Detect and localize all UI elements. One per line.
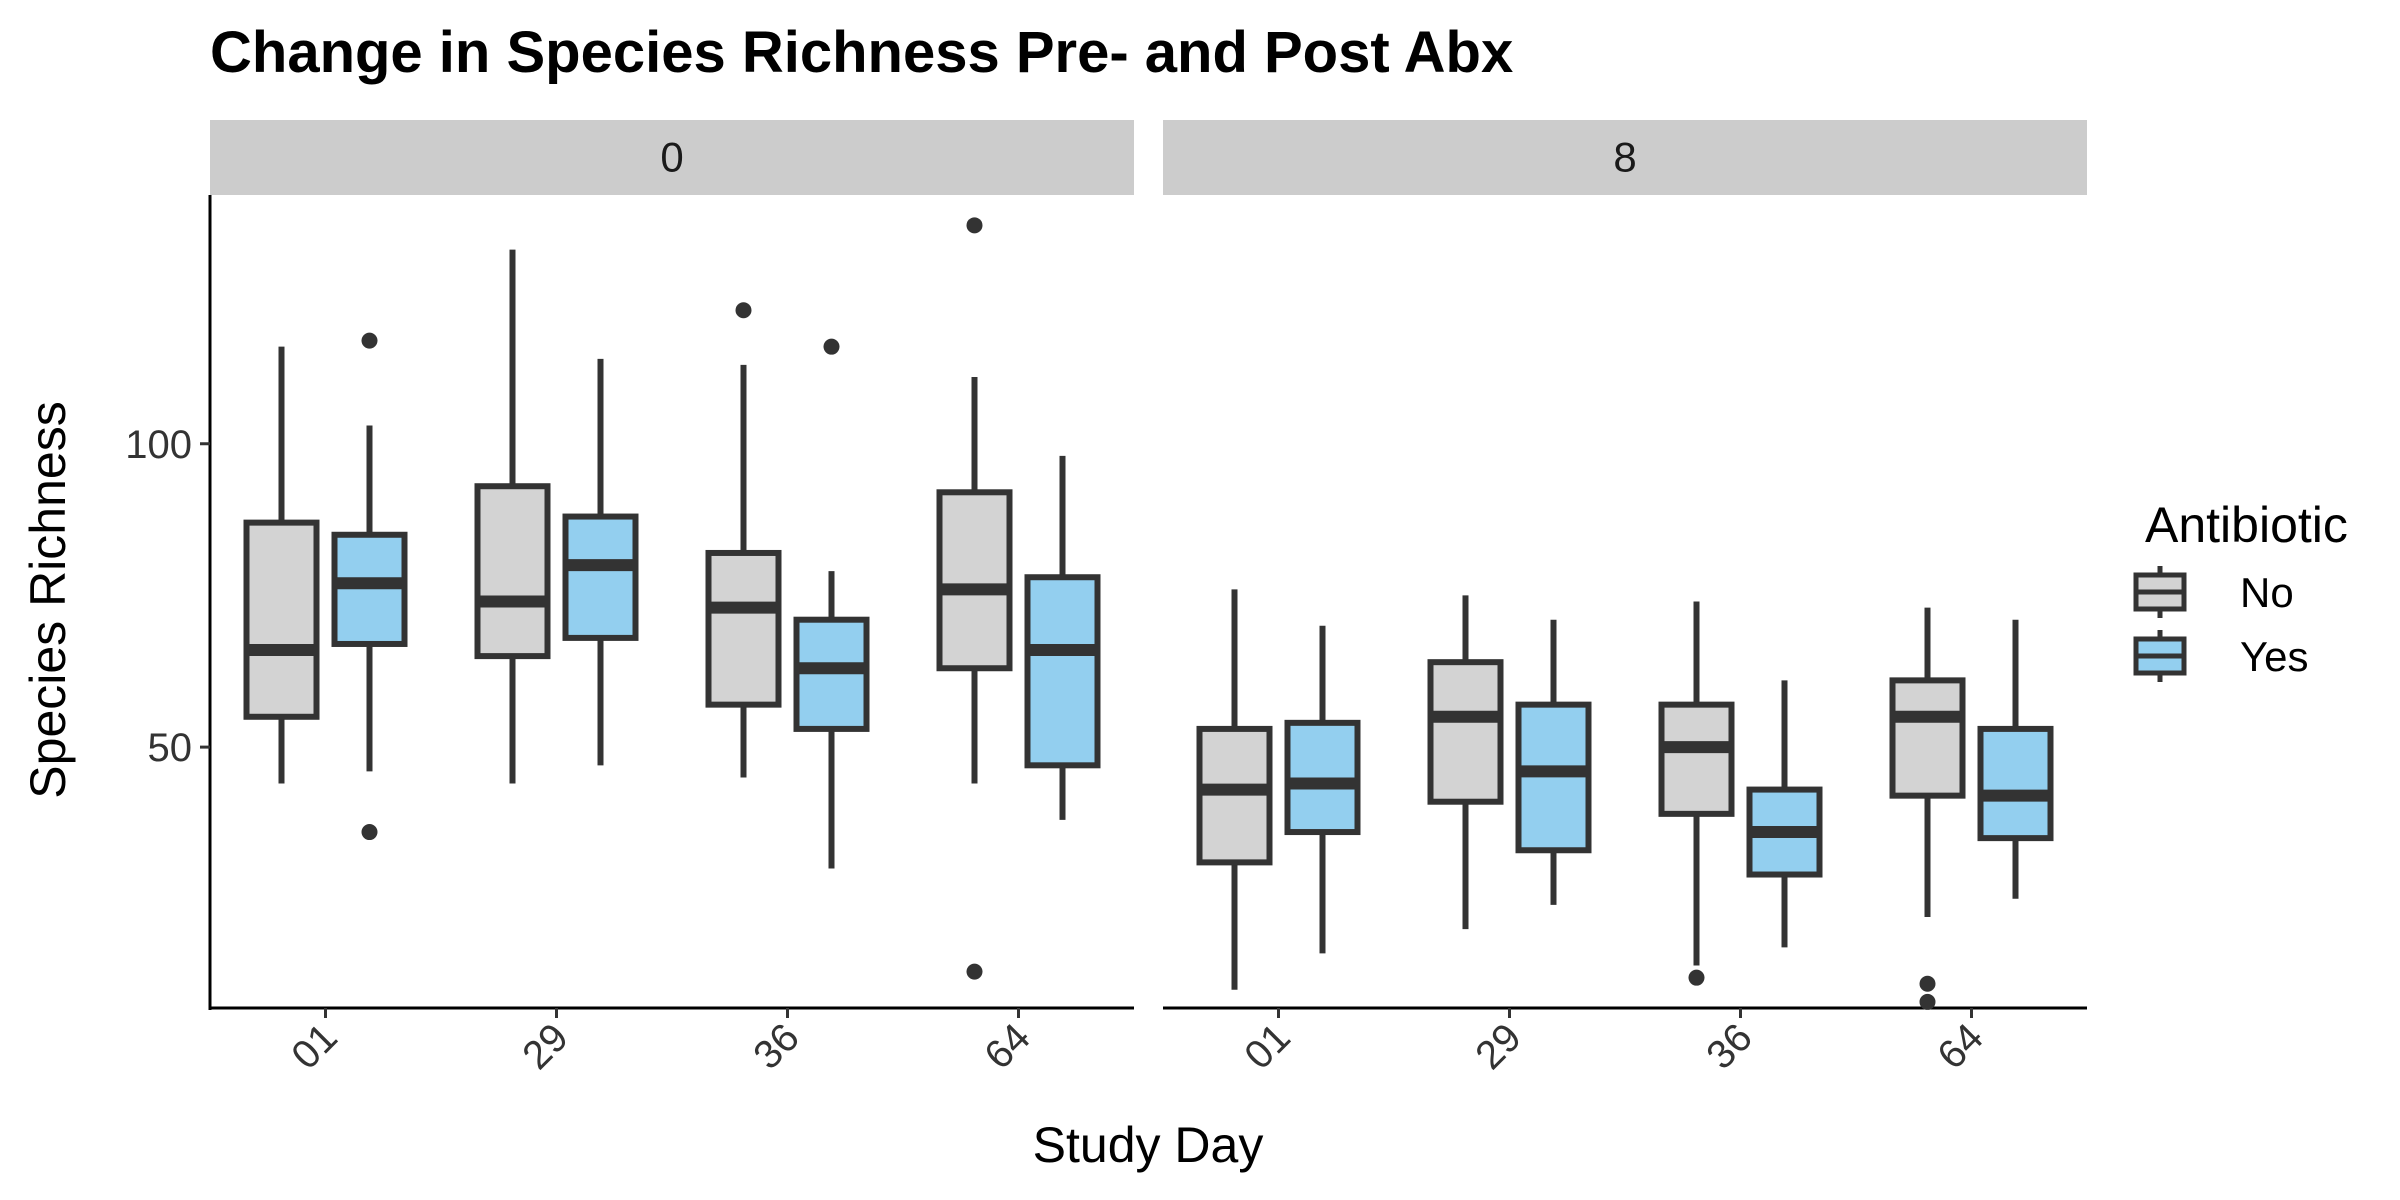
x-axis-title: Study Day [1033,1117,1264,1173]
outlier-point [735,302,752,319]
facet-strip-label: 8 [1613,134,1636,181]
y-tick-label: 100 [125,423,192,467]
x-tick-label: 64 [1929,1015,1992,1078]
x-tick-label: 01 [1236,1015,1299,1078]
outlier-point [361,332,378,349]
box-body [1196,725,1273,866]
box-body [1515,701,1592,854]
box-yes-0-64 [1024,455,1101,820]
legend-label: Yes [2240,633,2309,680]
box-yes-0-01 [331,332,408,841]
facet-panel-0: 0 50 100 01 29 36 64 [125,120,1134,1078]
outlier-point [823,338,840,355]
legend-item-no: No [2133,566,2294,618]
facet-strip-label: 0 [660,134,683,181]
box-no-8-01 [1196,589,1273,990]
outlier-point [966,217,983,234]
facet-panels: 0 50 100 01 29 36 64 8 01 29 36 64 [125,120,2087,1078]
box-no-0-36 [705,302,782,778]
box-yes-0-36 [793,338,870,869]
box-yes-8-64 [1977,619,2054,899]
box-yes-8-01 [1284,625,1361,954]
box-body [474,483,551,660]
box-body [936,489,1013,672]
y-axis-title: Species Richness [20,401,76,798]
x-tick-label: 29 [514,1015,577,1078]
box-body [1024,574,1101,769]
outlier-point [1919,993,1936,1010]
box-body [1977,725,2054,842]
box-body [1427,659,1504,805]
box-yes-0-29 [562,358,639,766]
box-body [705,549,782,708]
box-yes-8-36 [1746,680,1823,948]
facet-panel-8: 8 01 29 36 64 [1163,120,2087,1078]
legend-item-yes: Yes [2133,630,2309,682]
x-tick-label: 29 [1467,1015,1530,1078]
outlier-point [1919,975,1936,992]
y-tick-label: 50 [148,726,193,770]
box-body [1284,719,1361,836]
outlier-point [966,963,983,980]
legend-label: No [2240,569,2294,616]
x-tick-label: 36 [1698,1015,1761,1078]
box-yes-8-29 [1515,619,1592,905]
box-no-0-29 [474,249,551,784]
box-no-8-36 [1658,601,1735,986]
box-body [331,531,408,647]
outlier-point [361,824,378,841]
x-tick-label: 01 [283,1015,346,1078]
outlier-point [1688,969,1705,986]
facet-strip [1163,120,2087,195]
x-tick-label: 36 [745,1015,808,1078]
chart-title: Change in Species Richness Pre- and Post… [210,20,1513,85]
box-body [1889,677,1966,799]
box-body [243,519,320,720]
x-tick-label: 64 [976,1015,1039,1078]
legend: Antibiotic No Yes [2133,497,2348,682]
box-no-8-29 [1427,595,1504,930]
facet-strip [210,120,1134,195]
box-body [793,616,870,732]
box-body [1658,701,1735,817]
box-body [562,513,639,641]
box-no-0-01 [243,346,320,784]
legend-title: Antibiotic [2145,497,2348,553]
box-no-0-64 [936,217,1013,980]
box-no-8-64 [1889,607,1966,1010]
